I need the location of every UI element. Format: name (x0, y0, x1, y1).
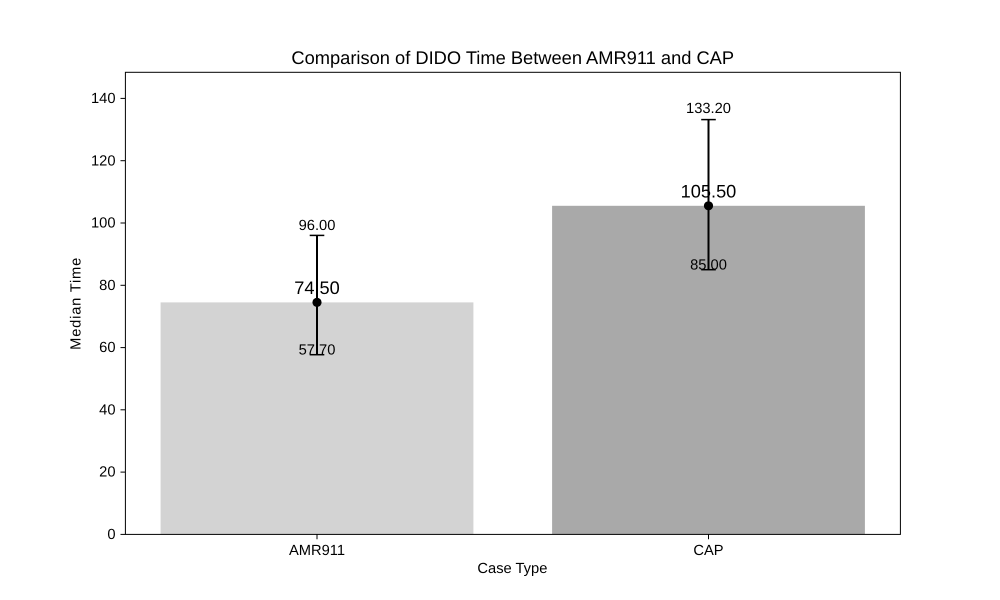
svg-text:Case Type: Case Type (477, 561, 547, 577)
svg-text:Comparison of DIDO Time Betwee: Comparison of DIDO Time Between AMR911 a… (291, 47, 734, 68)
svg-text:120: 120 (91, 153, 116, 169)
svg-text:57.70: 57.70 (299, 343, 336, 359)
svg-text:80: 80 (99, 278, 115, 294)
svg-text:60: 60 (99, 340, 115, 356)
svg-text:AMR911: AMR911 (289, 543, 345, 559)
svg-text:140: 140 (91, 91, 116, 107)
svg-text:85.00: 85.00 (690, 257, 727, 273)
svg-text:96.00: 96.00 (299, 218, 336, 234)
svg-text:Median Time: Median Time (68, 257, 84, 350)
svg-text:100: 100 (91, 216, 116, 232)
svg-text:20: 20 (99, 465, 115, 481)
svg-text:0: 0 (107, 527, 115, 543)
svg-text:105.50: 105.50 (681, 181, 737, 201)
svg-text:133.20: 133.20 (686, 101, 731, 117)
svg-text:CAP: CAP (693, 543, 723, 559)
svg-text:40: 40 (99, 402, 115, 418)
svg-text:74.50: 74.50 (294, 278, 340, 298)
